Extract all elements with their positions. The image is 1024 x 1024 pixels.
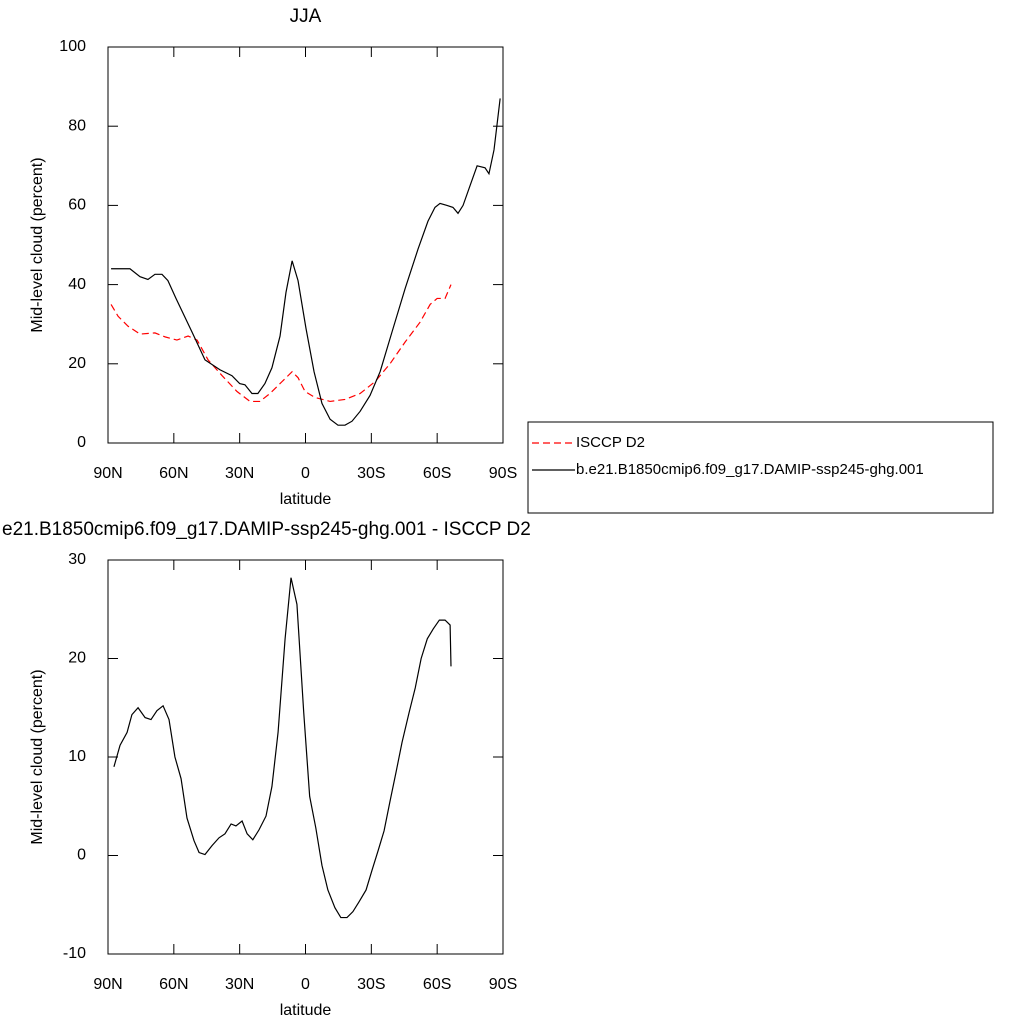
legend-label: ISCCP D2	[576, 434, 645, 451]
x-axis-label: latitude	[280, 491, 332, 508]
y-tick-label: 20	[68, 355, 86, 372]
y-tick-label: 0	[77, 434, 86, 451]
y-tick-label: -10	[63, 945, 86, 962]
plot: e21.B1850cmip6.f09_g17.DAMIP-ssp245-ghg.…	[2, 519, 531, 1019]
x-tick-label: 90N	[93, 976, 122, 993]
plot-frame	[107, 559, 504, 955]
x-tick-label: 60N	[159, 465, 188, 482]
x-axis-label: latitude	[280, 1002, 332, 1019]
y-axis-label: Mid-level cloud (percent)	[29, 157, 46, 332]
x-tick-label: 60S	[423, 465, 451, 482]
y-tick-label: 80	[68, 117, 86, 134]
x-tick-label: 0	[301, 465, 310, 482]
y-tick-label: 20	[68, 650, 86, 667]
x-tick-label: 30N	[225, 465, 254, 482]
y-tick-label: 10	[68, 748, 86, 765]
legend-label: b.e21.B1850cmip6.f09_g17.DAMIP-ssp245-gh…	[576, 461, 924, 478]
y-tick-label: 30	[68, 551, 86, 568]
y-axis-label: Mid-level cloud (percent)	[29, 669, 46, 844]
y-tick-label: 40	[68, 276, 86, 293]
data-line	[110, 284, 452, 403]
x-tick-label: 30S	[357, 465, 385, 482]
x-tick-label: 60S	[423, 976, 451, 993]
x-tick-label: 0	[301, 976, 310, 993]
data-line	[113, 577, 452, 919]
y-tick-label: 0	[77, 847, 86, 864]
x-tick-label: 30N	[225, 976, 254, 993]
chart-title: JJA	[290, 6, 322, 27]
x-tick-label: 90N	[93, 465, 122, 482]
x-tick-label: 30S	[357, 976, 385, 993]
plot: JJA latitude Mid-level cloud (percent) 90N 6…	[29, 6, 517, 508]
chart-title: e21.B1850cmip6.f09_g17.DAMIP-ssp245-ghg.…	[2, 519, 531, 540]
legend: ISCCP D2 b.e21.B1850cmip6.f09_g17.DAMIP-s…	[527, 421, 994, 514]
y-tick-label: 100	[59, 38, 86, 55]
x-tick-label: 90S	[489, 465, 517, 482]
x-tick-label: 90S	[489, 976, 517, 993]
plot-frame	[107, 46, 504, 444]
data-line	[111, 98, 501, 426]
x-tick-label: 60N	[159, 976, 188, 993]
y-tick-label: 60	[68, 197, 86, 214]
legend-frame	[527, 421, 994, 514]
